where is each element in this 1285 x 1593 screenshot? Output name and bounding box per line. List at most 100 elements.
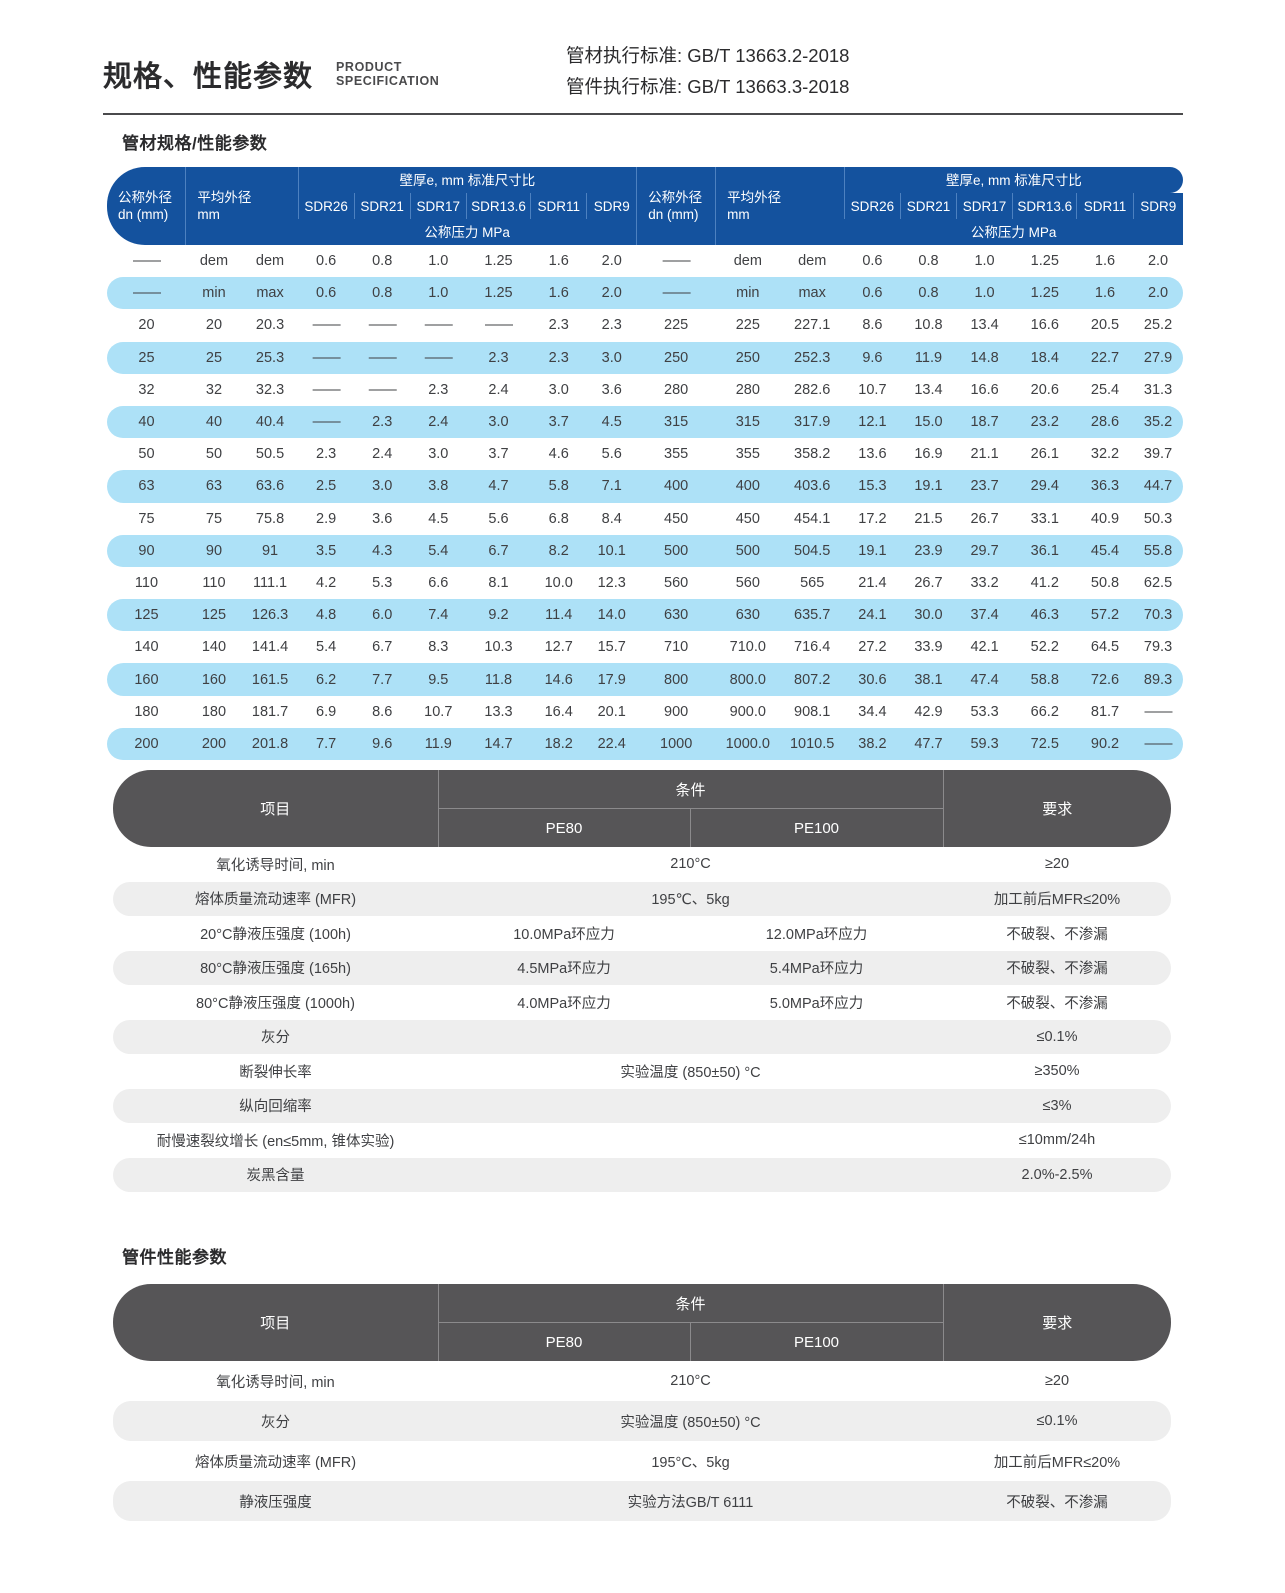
property-requirement: ≤0.1% <box>943 1019 1172 1054</box>
table-cell: 0.8 <box>372 253 393 270</box>
property-condition: 实验温度 (850±50) °C <box>620 1064 761 1081</box>
table-cell: 52.2 <box>1030 639 1059 656</box>
table-cell: 2.5 <box>298 470 355 503</box>
table-cell: 9.6 <box>354 727 411 760</box>
fitting-property-table: 项目 条件 要求 PE80 PE100 氧化诱导时间, min 210°C ≥20 灰… <box>113 1284 1172 1521</box>
table-cell: 1010.5 <box>779 727 845 760</box>
pipe-property-body: 氧化诱导时间, min 210°C ≥20 熔体质量流动速率 (MFR) 195℃、5k… <box>113 847 1172 1192</box>
table-cell: 19.1 <box>900 470 957 503</box>
standards-block: 管材执行标准: GB/T 13663.2-2018 管件执行标准: GB/T 1… <box>566 40 849 102</box>
table-cell: 36.1 <box>1012 534 1077 567</box>
table-cell: 75 <box>138 510 155 527</box>
table-cell: 14.7 <box>466 727 531 760</box>
col-requirement: 要求 <box>943 770 1172 847</box>
table-cell: 27.9 <box>1133 341 1183 374</box>
table-cell: 36.3 <box>1076 470 1134 503</box>
table-cell: 2.3 <box>548 317 569 334</box>
table-cell: 25 <box>107 341 186 374</box>
table-cell: 46.3 <box>1012 599 1077 632</box>
table-cell: 11.9 <box>900 341 957 374</box>
table-cell: 28.6 <box>1076 405 1134 439</box>
table-cell: 3.6 <box>601 381 622 398</box>
table-cell: 44.7 <box>1133 470 1183 503</box>
table-cell: 0.8 <box>354 277 411 310</box>
col-sdr21-right: SDR21 <box>899 193 957 219</box>
fitting-property-body: 氧化诱导时间, min 210°C ≥20 灰分 实验温度 (850±50) °C ≤0.… <box>113 1361 1172 1521</box>
pipe-spec-header-sdr-row: SDR26 SDR21 SDR17 SDR13.6 SDR11 SDR9 SDR… <box>107 193 1183 219</box>
table-cell: 15.3 <box>844 470 901 503</box>
page-title-english-line1: PRODUCT <box>336 60 403 74</box>
table-cell: 4.5 <box>428 510 449 527</box>
table-cell: —— <box>312 381 341 398</box>
col-label-line2: dn (mm) <box>118 207 169 222</box>
table-cell: 32.2 <box>1090 446 1120 463</box>
col-sdr136-left: SDR13.6 <box>465 193 531 219</box>
table-cell: 282.6 <box>794 381 831 398</box>
table-row: 63 63 63.6 2.5 3.0 3.8 4.7 5.8 7.1 400 400 403.6 15.… <box>107 470 1183 503</box>
table-cell: 15.7 <box>597 639 626 656</box>
table-cell: 72.6 <box>1076 663 1134 696</box>
section-heading-fitting: 管件性能参数 <box>122 1248 227 1267</box>
table-cell: 22.7 <box>1076 341 1134 374</box>
pipe-spec-header-mpa-row: 公称压力 MPa 公称压力 MPa <box>107 219 1183 245</box>
table-cell: 90 <box>107 534 186 567</box>
property-item: 灰分 <box>113 1019 438 1054</box>
table-cell: 2.0 <box>586 277 637 310</box>
table-cell: 315 <box>715 405 780 439</box>
col-nominal-pressure-left: 公称压力 MPa <box>298 219 637 245</box>
table-cell: 110 <box>202 574 226 591</box>
table-cell: 39.7 <box>1143 446 1173 463</box>
table-cell: 2.3 <box>354 405 411 439</box>
table-cell: 10.0 <box>544 574 573 591</box>
table-cell: 47.7 <box>900 727 957 760</box>
table-cell: 0.6 <box>844 277 901 310</box>
table-cell: 10.3 <box>484 639 513 656</box>
table-cell: 225 <box>735 317 760 334</box>
col-sdr11-right: SDR11 <box>1076 193 1134 219</box>
table-row: 灰分 实验温度 (850±50) °C ≤0.1% <box>113 1401 1172 1441</box>
table-cell: 26.7 <box>914 574 943 591</box>
table-cell: 9.6 <box>844 341 901 374</box>
property-item: 断裂伸长率 <box>239 1064 312 1081</box>
table-cell: —— <box>662 253 691 270</box>
table-cell: 5.6 <box>488 510 509 527</box>
table-cell: 3.0 <box>548 381 569 398</box>
table-cell: 140 <box>201 639 227 656</box>
property-item: 纵向回缩率 <box>113 1088 438 1123</box>
property-requirement: ≥350% <box>1034 1063 1080 1080</box>
table-cell: 37.4 <box>956 599 1013 632</box>
masthead: 规格、性能参数 PRODUCT SPECIFICATION 管材执行标准: GB… <box>0 0 1285 118</box>
col-pe100: PE100 <box>690 808 944 847</box>
table-cell: 13.4 <box>914 381 943 398</box>
table-cell: 29.4 <box>1012 470 1077 503</box>
property-item: 80°C静液压强度 (1000h) <box>196 995 355 1012</box>
table-cell: 450 <box>664 510 689 527</box>
table-cell: 2.0 <box>1147 253 1169 270</box>
table-cell: 40.4 <box>242 405 299 439</box>
property-requirement: 加工前后MFR≤20% <box>993 1454 1121 1471</box>
page-title: 规格、性能参数 <box>103 61 314 93</box>
table-cell: 18.4 <box>1012 341 1077 374</box>
table-cell: 180 <box>134 703 159 720</box>
table-cell: 181.7 <box>251 703 289 720</box>
table-cell: 160 <box>107 663 186 696</box>
table-cell: 75 <box>205 510 223 527</box>
table-cell: 807.2 <box>779 663 845 696</box>
table-cell: 355 <box>664 446 689 463</box>
table-cell: 126.3 <box>242 599 299 632</box>
table-cell: 75.8 <box>255 510 285 527</box>
property-condition <box>438 1123 943 1158</box>
table-cell: 35.2 <box>1133 405 1183 439</box>
table-row: 静液压强度 实验方法GB/T 6111 不破裂、不渗漏 <box>113 1481 1172 1521</box>
col-wall-thickness-left: 壁厚e, mm 标准尺寸比 <box>297 167 637 193</box>
table-cell: 1.6 <box>548 253 569 270</box>
property-condition-pe100: 5.4MPa环应力 <box>690 950 944 985</box>
table-cell: 1.0 <box>410 277 467 310</box>
fitting-property-header: 项目 条件 要求 PE80 PE100 <box>113 1284 1172 1361</box>
property-condition: 195℃、5kg <box>438 881 944 916</box>
table-cell: dem <box>733 253 762 270</box>
table-cell: 3.7 <box>488 446 509 463</box>
table-cell: 403.6 <box>779 470 845 503</box>
property-condition: 195°C、5kg <box>651 1454 730 1471</box>
col-nominal-pressure-right: 公称压力 MPa <box>844 219 1183 245</box>
